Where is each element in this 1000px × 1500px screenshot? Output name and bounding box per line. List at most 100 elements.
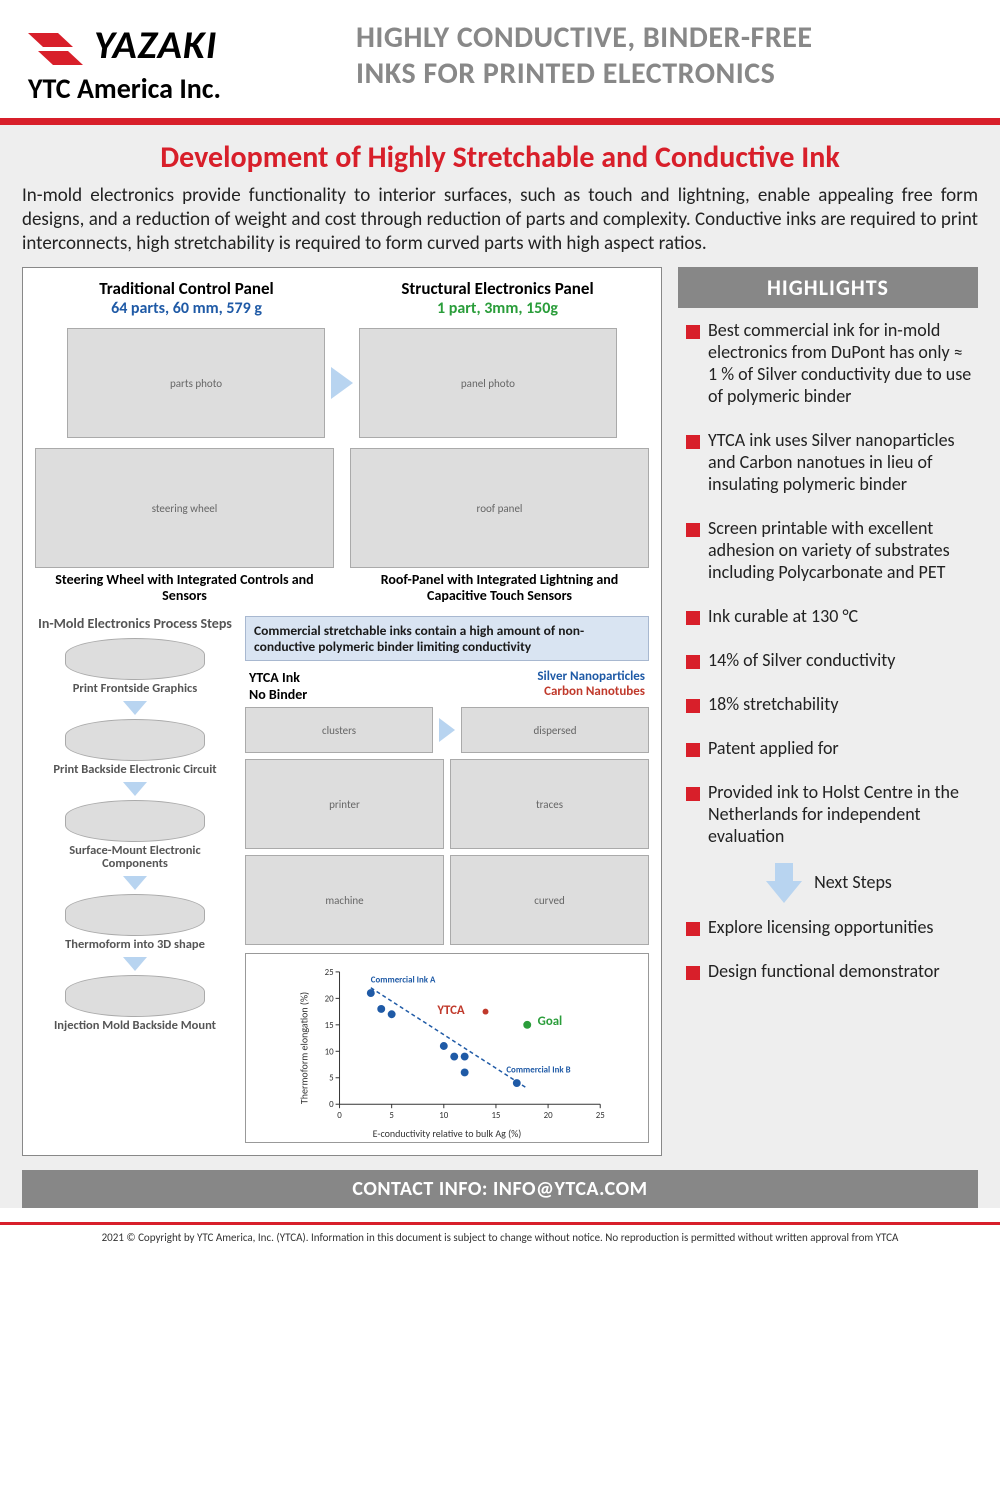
arrow-right-icon [439, 718, 455, 742]
highlight-text: Patent applied for [708, 738, 839, 760]
process-step-label: Thermoform into 3D shape [35, 938, 235, 951]
highlight-item: 18% stretchability [686, 694, 972, 716]
ink-left-label2: No Binder [249, 686, 307, 703]
highlight-text: Design functional demonstrator [708, 961, 940, 983]
image-ink-clusters: clusters [245, 707, 433, 753]
bullet-icon [686, 922, 700, 936]
highlight-text: YTCA ink uses Silver nanoparticles and C… [708, 430, 972, 496]
bullet-icon [686, 325, 700, 339]
image-traditional-panel: parts photo [67, 328, 325, 438]
highlight-item: Provided ink to Holst Centre in the Neth… [686, 782, 972, 848]
caption-steering: Steering Wheel with Integrated Controls … [35, 572, 334, 604]
svg-text:YTCA: YTCA [436, 1004, 465, 1019]
left-column: Traditional Control Panel 64 parts, 60 m… [22, 267, 662, 1156]
chart-xlabel: E-conductivity relative to bulk Ag (%) [373, 1127, 522, 1140]
svg-text:10: 10 [325, 1048, 334, 1058]
highlights-header: HIGHLIGHTS [678, 267, 978, 308]
highlight-text: Explore licensing opportunities [708, 917, 933, 939]
conductivity-chart: Thermoform elongation (%) 05101520250510… [245, 953, 649, 1143]
process-step-label: Injection Mold Backside Mount [35, 1019, 235, 1032]
svg-text:20: 20 [544, 1112, 553, 1122]
compare-left-spec: 64 parts, 60 mm, 579 g [35, 299, 338, 318]
ink-left-label1: YTCA Ink [249, 669, 307, 686]
bullet-icon [686, 435, 700, 449]
process-step: Thermoform into 3D shape [35, 894, 235, 951]
svg-text:20: 20 [325, 995, 334, 1005]
process-step-image [65, 894, 205, 936]
highlight-item: Screen printable with excellent adhesion… [686, 518, 972, 584]
process-step-label: Print Backside Electronic Circuit [35, 763, 235, 776]
next-steps-row: Next Steps [686, 861, 972, 903]
arrow-down-icon [123, 701, 147, 715]
yazaki-logo-icon [28, 25, 88, 65]
arrow-down-icon [123, 782, 147, 796]
svg-text:10: 10 [439, 1112, 448, 1122]
bullet-icon [686, 699, 700, 713]
copyright: 2021 © Copyright by YTC America, Inc. (Y… [0, 1225, 1000, 1256]
highlight-item: Best commercial ink for in-mold electron… [686, 320, 972, 408]
logo-text: YAZAKI [94, 20, 217, 69]
svg-text:15: 15 [325, 1021, 334, 1031]
image-thermoformer: machine [245, 855, 444, 945]
highlight-item: Ink curable at 130 °C [686, 606, 972, 628]
highlight-item: Explore licensing opportunities [686, 917, 972, 939]
svg-text:0: 0 [337, 1112, 342, 1122]
process-steps: In-Mold Electronics Process Steps Print … [35, 616, 235, 1143]
svg-text:15: 15 [491, 1112, 500, 1122]
bullet-icon [686, 655, 700, 669]
comparison-row: Traditional Control Panel 64 parts, 60 m… [35, 278, 649, 318]
highlight-item: 14% of Silver conductivity [686, 650, 972, 672]
svg-text:25: 25 [325, 968, 334, 978]
arrow-right-icon [331, 367, 353, 399]
process-step: Print Backside Electronic Circuit [35, 719, 235, 776]
svg-text:5: 5 [389, 1112, 394, 1122]
process-step-image [65, 975, 205, 1017]
image-roof-panel: roof panel [350, 448, 649, 568]
process-step: Print Frontside Graphics [35, 638, 235, 695]
compare-right-title: Structural Electronics Panel [346, 278, 649, 299]
process-step: Surface-Mount Electronic Components [35, 800, 235, 870]
svg-text:25: 25 [596, 1112, 605, 1122]
highlight-item: Patent applied for [686, 738, 972, 760]
contact-bar: CONTACT INFO: INFO@YTCA.COM [22, 1170, 978, 1208]
svg-text:5: 5 [329, 1074, 334, 1084]
process-step-image [65, 800, 205, 842]
title-line2: INKS FOR PRINTED ELECTRONICS [356, 56, 812, 92]
ink-banner: Commercial stretchable inks contain a hi… [245, 616, 649, 661]
nanoparticles-label: Silver Nanoparticles [537, 669, 645, 684]
next-steps-label: Next Steps [814, 871, 892, 893]
image-printer: printer [245, 759, 444, 849]
process-step-label: Surface-Mount Electronic Components [35, 844, 235, 870]
highlights-list: Best commercial ink for in-mold electron… [678, 308, 978, 1011]
svg-text:Goal: Goal [538, 1014, 563, 1029]
process-step-image [65, 638, 205, 680]
highlight-text: 14% of Silver conductivity [708, 650, 895, 672]
ink-block: Commercial stretchable inks contain a hi… [245, 616, 649, 1143]
nanotubes-label: Carbon Nanotubes [537, 684, 645, 699]
page-title: HIGHLY CONDUCTIVE, BINDER-FREE INKS FOR … [356, 20, 812, 92]
svg-text:0: 0 [329, 1101, 334, 1111]
bullet-icon [686, 787, 700, 801]
process-step-image [65, 719, 205, 761]
arrow-down-icon [123, 876, 147, 890]
highlight-text: Best commercial ink for in-mold electron… [708, 320, 972, 408]
divider-red [0, 118, 1000, 125]
process-step: Injection Mold Backside Mount [35, 975, 235, 1032]
image-structural-panel: panel photo [359, 328, 617, 438]
subsidiary-name: YTC America Inc. [28, 71, 338, 106]
right-column: HIGHLIGHTS Best commercial ink for in-mo… [678, 267, 978, 1156]
header: YAZAKI YTC America Inc. HIGHLY CONDUCTIV… [0, 0, 1000, 118]
bullet-icon [686, 611, 700, 625]
process-step-label: Print Frontside Graphics [35, 682, 235, 695]
bullet-icon [686, 966, 700, 980]
bullet-icon [686, 523, 700, 537]
highlight-item: YTCA ink uses Silver nanoparticles and C… [686, 430, 972, 496]
intro-paragraph: In-mold electronics provide functionalit… [22, 184, 978, 255]
image-traces-curved: curved [450, 855, 649, 945]
highlight-text: Ink curable at 130 °C [708, 606, 858, 628]
title-line1: HIGHLY CONDUCTIVE, BINDER-FREE [356, 20, 812, 56]
process-title: In-Mold Electronics Process Steps [35, 616, 235, 631]
logo-block: YAZAKI YTC America Inc. [28, 20, 338, 106]
caption-roof: Roof-Panel with Integrated Lightning and… [350, 572, 649, 604]
svg-text:Commercial Ink A: Commercial Ink A [371, 976, 436, 986]
